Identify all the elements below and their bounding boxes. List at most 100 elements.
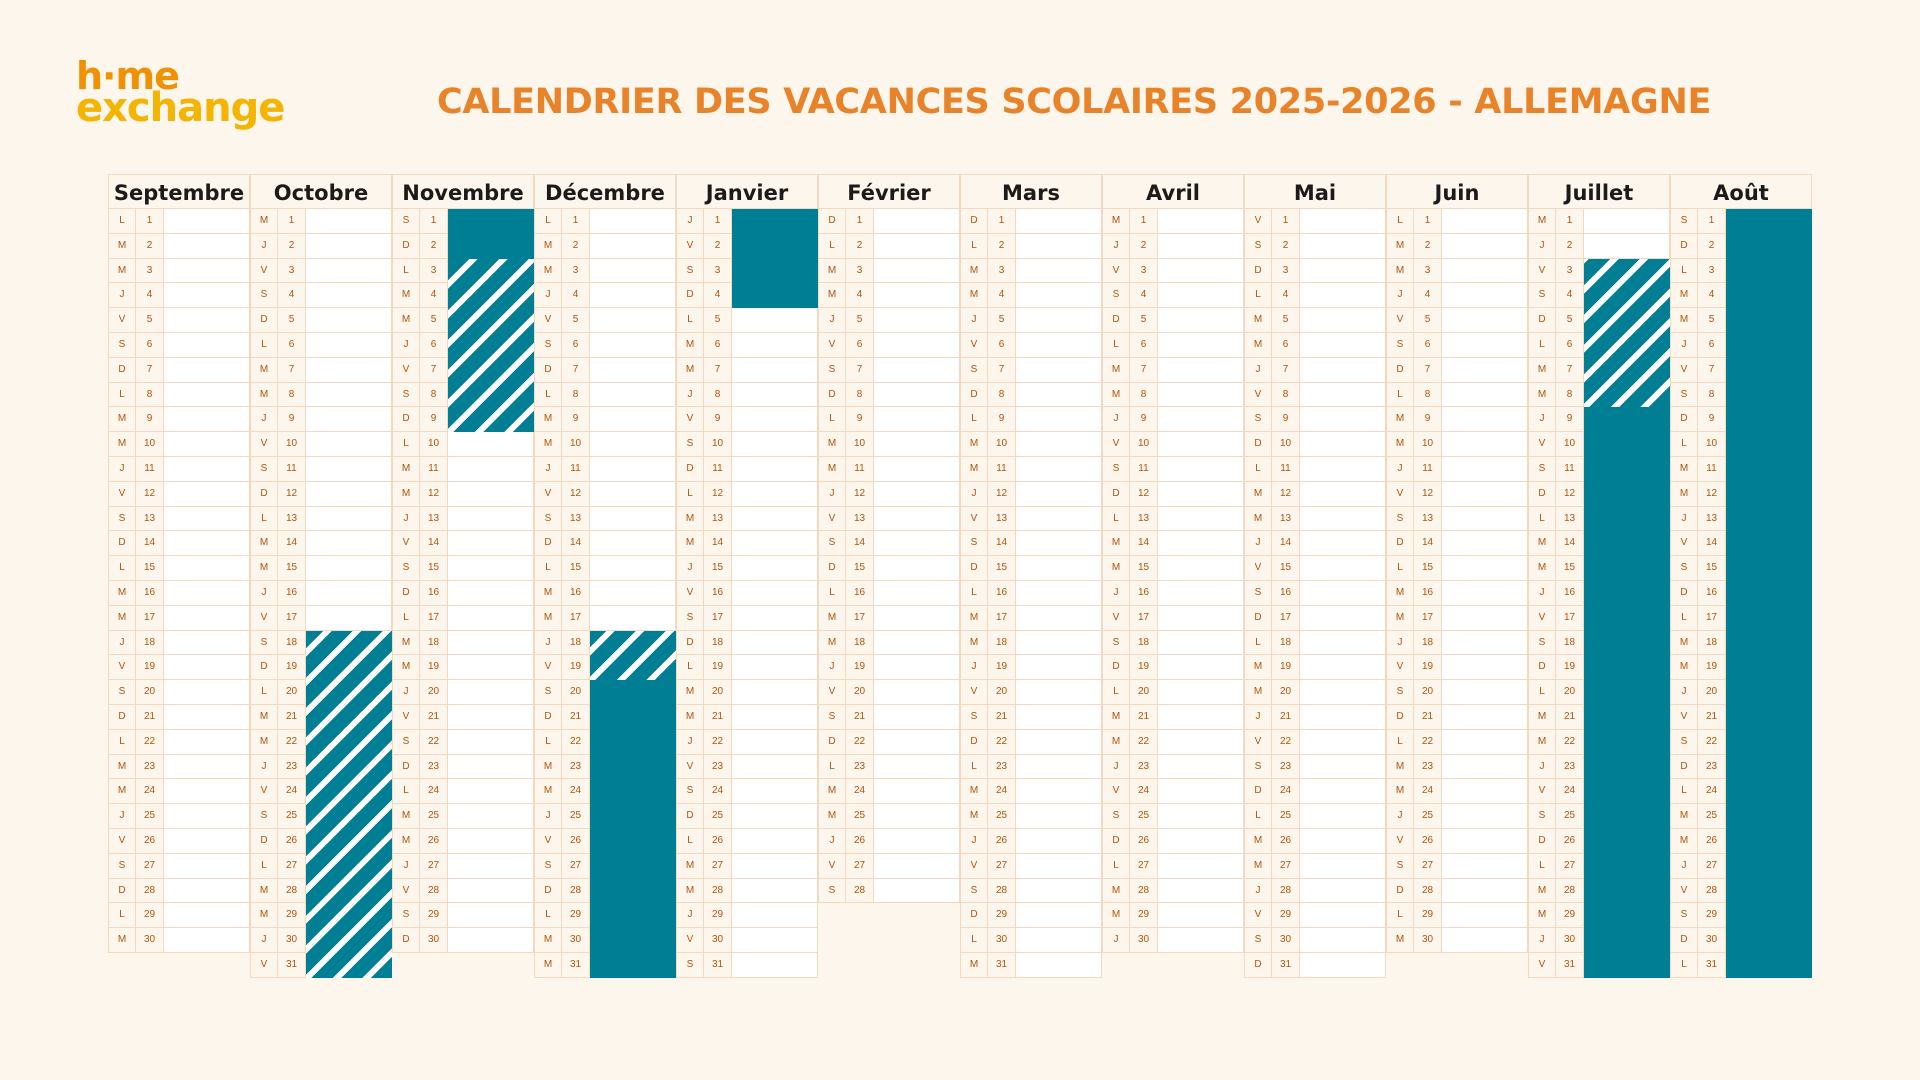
day-row: M 17 <box>1386 605 1528 631</box>
weekday-letter: M <box>1528 704 1556 729</box>
day-number: 5 <box>1556 308 1584 332</box>
weekday-letter: M <box>1670 630 1698 655</box>
weekday-letter: M <box>960 432 988 456</box>
weekday-letter: S <box>1244 580 1272 605</box>
day-cell <box>874 233 960 258</box>
day-row: M 21 <box>1102 704 1244 730</box>
day-row: M 25 <box>960 804 1102 829</box>
weekday-letter: M <box>108 258 136 283</box>
day-cell <box>448 580 534 605</box>
day-row: M 26 <box>392 828 534 854</box>
weekday-letter: V <box>818 332 846 357</box>
day-number: 5 <box>562 308 590 332</box>
day-number: 30 <box>704 928 732 952</box>
day-number: 29 <box>988 903 1016 928</box>
day-number: 2 <box>1556 233 1584 258</box>
day-number: 18 <box>1272 630 1300 655</box>
day-number: 12 <box>420 481 448 506</box>
month-column: Novembre S 1 D 2 L 3 M 4 M 5 J 6 V 7 S 8 D 9 L 10 M 11 M 12 J 13 V 1… <box>392 174 534 953</box>
weekday-letter: V <box>392 878 420 903</box>
day-number: 16 <box>1698 580 1726 605</box>
day-number: 6 <box>1698 332 1726 357</box>
weekday-letter: M <box>1244 332 1272 357</box>
day-cell <box>874 531 960 556</box>
day-row: M 22 <box>1102 729 1244 755</box>
day-cell <box>1158 878 1244 903</box>
day-cell <box>306 332 392 357</box>
day-number: 27 <box>278 853 306 878</box>
weekday-letter: L <box>1670 605 1698 630</box>
day-number: 14 <box>1698 531 1726 556</box>
day-number: 22 <box>1414 729 1442 754</box>
day-row: J 26 <box>818 828 960 854</box>
day-number: 29 <box>136 903 164 928</box>
day-cell <box>1158 233 1244 258</box>
weekday-letter: J <box>108 283 136 308</box>
weekday-letter: M <box>1528 209 1556 233</box>
day-number: 7 <box>704 357 732 382</box>
day-cell <box>306 283 392 308</box>
day-number: 17 <box>136 605 164 630</box>
day-cell <box>1300 853 1386 878</box>
weekday-letter: J <box>960 655 988 680</box>
weekday-letter: M <box>1102 357 1130 382</box>
weekday-letter: J <box>250 233 278 258</box>
weekday-letter: J <box>1528 928 1556 952</box>
day-cell <box>732 456 818 481</box>
day-row: J 29 <box>676 903 818 929</box>
day-number: 29 <box>1414 903 1442 928</box>
weekday-letter: M <box>534 580 562 605</box>
day-number: 6 <box>1414 332 1442 357</box>
weekday-letter: V <box>1244 209 1272 233</box>
day-number: 31 <box>562 952 590 977</box>
day-cell <box>1016 804 1102 828</box>
month-days: S 1 D 2 L 3 M 4 M 5 J 6 V 7 S 8 D 9 L 10 M 11 M 12 J 13 V 14 S 15 D 16 L… <box>1670 209 1812 978</box>
month-header: Juillet <box>1528 174 1670 209</box>
weekday-letter: S <box>1670 209 1698 233</box>
day-cell <box>1300 407 1386 432</box>
day-number: 26 <box>562 828 590 853</box>
day-number: 31 <box>988 952 1016 977</box>
weekday-letter: S <box>250 283 278 308</box>
day-number: 26 <box>704 828 732 853</box>
day-row: M 17 <box>960 605 1102 631</box>
weekday-letter: J <box>1102 928 1130 952</box>
day-row: D 25 <box>676 804 818 829</box>
day-cell <box>164 432 250 456</box>
weekday-letter: S <box>1528 804 1556 828</box>
day-row: L 16 <box>960 580 1102 606</box>
day-row: M 25 <box>818 804 960 829</box>
day-row: D 14 <box>534 531 676 557</box>
day-number: 3 <box>846 258 874 283</box>
weekday-letter: M <box>1102 903 1130 928</box>
day-row: M 30 <box>108 928 250 953</box>
day-number: 5 <box>278 308 306 332</box>
day-number: 3 <box>1414 258 1442 283</box>
weekday-letter: M <box>250 531 278 556</box>
day-cell <box>1300 655 1386 680</box>
weekday-letter: L <box>960 580 988 605</box>
day-cell <box>1300 878 1386 903</box>
weekday-letter: V <box>108 655 136 680</box>
weekday-letter: V <box>1244 556 1272 580</box>
day-number: 3 <box>988 258 1016 283</box>
weekday-letter: M <box>392 804 420 828</box>
day-cell <box>590 481 676 506</box>
weekday-letter: J <box>1386 456 1414 481</box>
weekday-letter: V <box>392 531 420 556</box>
vacation-block <box>1584 407 1670 978</box>
weekday-letter: D <box>676 804 704 828</box>
day-row: D 19 <box>1102 655 1244 681</box>
day-number: 30 <box>1130 928 1158 952</box>
day-number: 4 <box>1272 283 1300 308</box>
day-row: S 13 <box>1386 506 1528 532</box>
day-number: 8 <box>136 382 164 407</box>
